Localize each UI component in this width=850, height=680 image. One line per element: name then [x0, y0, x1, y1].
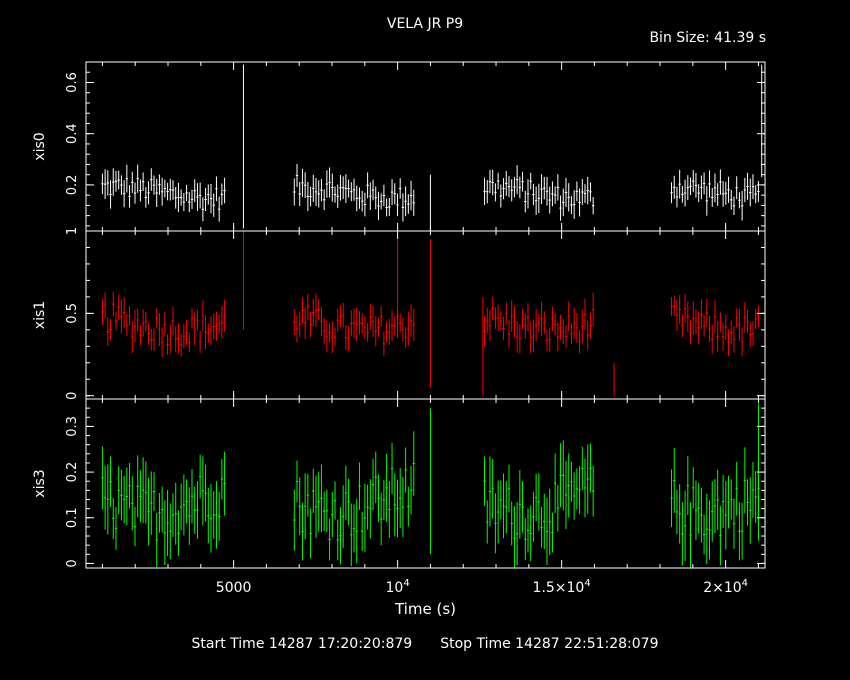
xis0-frame — [85, 61, 766, 232]
x-axis-label: Time (s) — [394, 600, 456, 618]
xtick-label-exponent: 4 — [742, 578, 748, 589]
xis0-ytick-label: 0.4 — [65, 123, 80, 144]
stop-time-label: Stop Time 14287 22:51:28:079 — [440, 636, 659, 652]
xis1-frame — [85, 230, 766, 400]
time-range-footer: Start Time 14287 17:20:20:879 Stop Time 1… — [0, 636, 850, 652]
xtick-label: 2×104 — [703, 578, 748, 596]
xtick-label-base: 1.5×10 — [533, 580, 585, 596]
xtick-label-base: 2×10 — [703, 580, 741, 596]
bin-size-label: Bin Size: 41.39 s — [649, 30, 766, 46]
xis1-ylabel: xis1 — [32, 301, 48, 329]
chart-title: VELA JR P9 — [386, 16, 464, 32]
xtick-label: 5000 — [216, 580, 252, 596]
xis3-ytick-label: 0 — [65, 559, 80, 567]
xis1-ytick-label: 0 — [65, 392, 80, 400]
xtick-label: 1.5×104 — [533, 578, 591, 596]
xis1-series — [101, 231, 760, 396]
xis0-ytick-label: 0.2 — [65, 175, 80, 196]
xis3-ytick-label: 0.2 — [65, 462, 80, 483]
xtick-label-exponent: 4 — [403, 578, 409, 589]
xis3-ytick-label: 0.3 — [65, 416, 80, 437]
xtick-label-base: 5000 — [216, 580, 252, 596]
xis1-ytick-label: 0.5 — [65, 303, 80, 324]
xis3-series — [101, 403, 760, 568]
xtick-label: 104 — [386, 578, 410, 596]
xis0-ylabel: xis0 — [32, 132, 48, 160]
xis1-ytick-label: 1 — [65, 227, 80, 235]
xis0-series — [101, 64, 763, 231]
xtick-label-base: 10 — [386, 580, 404, 596]
xtick-label-exponent: 4 — [584, 578, 590, 589]
xis3-ytick-label: 0.1 — [65, 507, 80, 528]
xis0-ytick-label: 0.6 — [65, 72, 80, 93]
xis3-frame — [85, 398, 766, 569]
xis3-ylabel: xis3 — [32, 469, 48, 497]
start-time-label: Start Time 14287 17:20:20:879 — [191, 636, 413, 652]
